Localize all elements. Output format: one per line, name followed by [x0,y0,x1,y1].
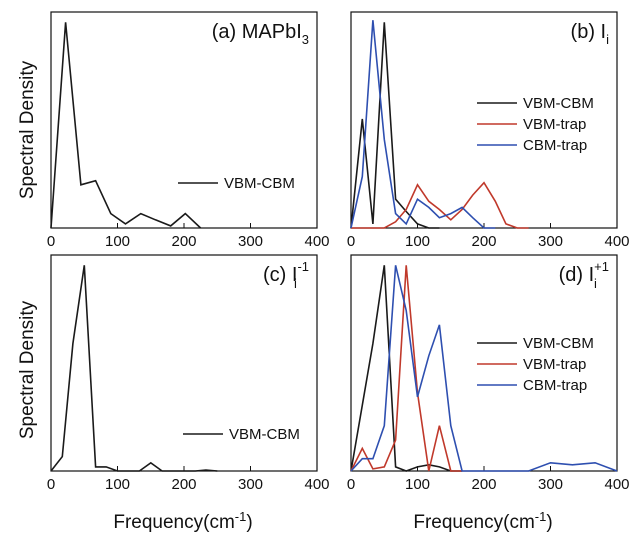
x-tick-label: 100 [105,476,130,493]
x-tick-label: 300 [238,476,263,493]
panel-title: (a) MAPbI3 [212,21,309,47]
panel-title: (d) I+1 i [559,259,609,291]
panel-frame [50,11,318,229]
legend-label: VBM-trap [523,356,586,373]
y-axis-title-top: Spectral Density [17,60,38,199]
panel-title: (c) I-1 i [263,259,309,291]
series-line-vbm-cbm [50,265,218,472]
series-line-cbm-trap [350,265,618,472]
series-line-vbm-cbm [350,22,440,229]
panel-b: 0 100 200 300 400 (b) Ii VBM-CBM VBM-trap CBM-tr… [347,11,630,250]
x-tick-label: 400 [304,233,329,250]
x-tick-label: 400 [604,476,629,493]
legend: VBM-CBM [183,426,300,443]
legend: VBM-CBM [178,175,295,192]
legend: VBM-CBM VBM-trap CBM-trap [477,335,594,394]
x-tick-label: 100 [105,233,130,250]
legend-label: VBM-CBM [229,426,300,443]
series-line-cbm-trap [350,20,496,229]
x-tick-label: 200 [471,233,496,250]
series-line-vbm-cbm [50,22,202,229]
legend-label: VBM-CBM [523,95,594,112]
x-tick-label: 100 [405,233,430,250]
series-line-vbm-trap [350,265,463,472]
x-axis-title-right: Frequency(cm-1) [413,509,552,533]
x-tick-label: 0 [47,233,55,250]
panel-title: (b) Ii [571,21,610,47]
x-tick-label: 0 [347,476,355,493]
x-tick-label: 0 [47,476,55,493]
x-tick-label: 400 [304,476,329,493]
legend-label: CBM-trap [523,137,587,154]
legend: VBM-CBM VBM-trap CBM-trap [477,95,594,154]
series-line-vbm-trap [351,181,529,229]
legend-label: CBM-trap [523,377,587,394]
legend-label: VBM-CBM [523,335,594,352]
y-axis-title-bottom: Spectral Density [17,300,38,439]
x-tick-label: 0 [347,233,355,250]
x-tick-label: 300 [538,476,563,493]
x-tick-label: 300 [238,233,263,250]
x-tick-label: 400 [604,233,629,250]
x-axis-title-left: Frequency(cm-1) [113,509,252,533]
x-tick-label: 200 [171,233,196,250]
legend-label: VBM-CBM [224,175,295,192]
x-tick-label: 100 [405,476,430,493]
x-tick-label: 300 [538,233,563,250]
panel-a: 0 100 200 300 400 (a) MAPbI3 VBM-CBM [47,11,330,250]
x-tick-label: 200 [171,476,196,493]
series-line-vbm-cbm [350,265,463,472]
panel-d: 0 100 200 300 400 (d) I+1 i VBM-CBM VBM-trap CBM-… [347,254,630,493]
panel-c: 0 100 200 300 400 (c) I-1 i VBM-CBM [47,254,330,493]
legend-label: VBM-trap [523,116,586,133]
x-tick-label: 200 [471,476,496,493]
